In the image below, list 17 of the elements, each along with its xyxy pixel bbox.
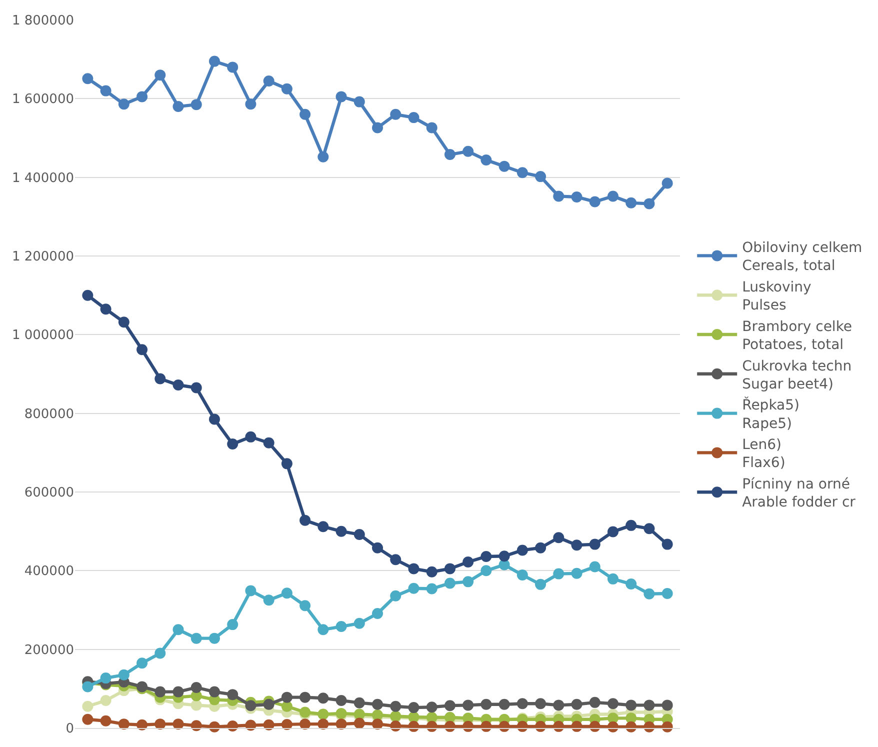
legend-label: Pícniny na orné Arable fodder cr <box>742 476 856 511</box>
y-tick-label: 400000 <box>24 564 74 580</box>
legend-label: Len6) Flax6) <box>742 437 786 472</box>
legend-label: Řepka5) Rape5) <box>742 396 800 432</box>
legend-label: Brambory celke Potatoes, total <box>742 318 852 354</box>
y-tick-label: 1 600000 <box>12 92 74 108</box>
legend-label: Obiloviny celkem Cereals, total <box>742 240 862 274</box>
y-tick-label: 0 <box>66 722 74 737</box>
y-tick-label: 800000 <box>24 406 74 422</box>
legend-label: Luskoviny Pulses <box>742 279 812 314</box>
y-tick-label: 1 200000 <box>12 250 74 265</box>
y-tick-label: 1 800000 <box>12 14 74 29</box>
y-tick-label: 600000 <box>24 486 74 501</box>
y-tick-label: 1 000000 <box>12 328 74 344</box>
y-tick-label: 200000 <box>24 642 74 658</box>
legend-label: Cukrovka techn Sugar beet4) <box>742 358 852 392</box>
y-tick-label: 1 400000 <box>12 170 74 186</box>
